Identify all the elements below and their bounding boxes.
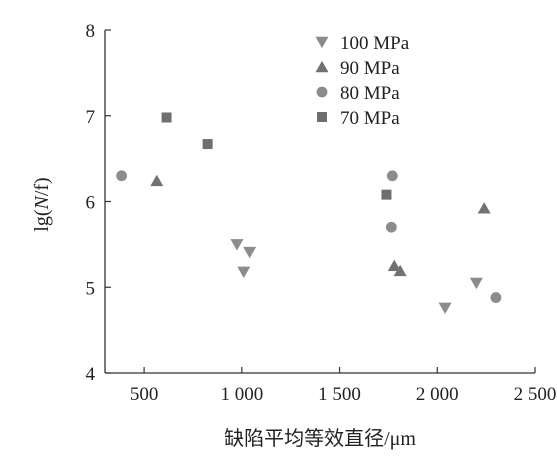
- legend-marker-square: [317, 112, 327, 122]
- legend-marker-circle: [316, 86, 328, 98]
- x-axis-ticks: 500 1 000 1 500 2 000 2 500: [130, 367, 557, 405]
- y-axis-title-part: /f): [31, 177, 53, 196]
- x-axis-title: 缺陷平均等效直径/μm: [224, 427, 416, 450]
- plot-area: [104, 30, 535, 374]
- legend: 100 MPa 90 MPa 80 MPa 70 MPa: [315, 33, 410, 129]
- data-point-triangle-down: [469, 277, 483, 290]
- x-tick-label: 2 000: [416, 384, 459, 405]
- x-tick-label: 500: [130, 384, 159, 405]
- y-tick-label: 6: [86, 193, 96, 214]
- x-tick-label: 1 000: [220, 384, 263, 405]
- legend-label: 70 MPa: [340, 108, 400, 129]
- data-point-triangle-down: [237, 266, 251, 278]
- data-point-triangle-up: [387, 259, 401, 272]
- data-point-square: [381, 189, 392, 200]
- y-tick-label: 4: [86, 364, 96, 385]
- data-point-triangle-up: [150, 174, 164, 187]
- data-point-circle: [385, 221, 397, 233]
- data-point-circle: [386, 170, 398, 182]
- data-point-triangle-down: [230, 239, 244, 251]
- data-point-triangle-down: [438, 302, 452, 315]
- data-point-triangle-up: [477, 202, 491, 214]
- data-point-triangle-up: [393, 264, 407, 277]
- y-tick-label: 5: [86, 278, 96, 299]
- legend-label: 100 MPa: [340, 33, 410, 54]
- y-axis-title: lg(N/f): [31, 177, 53, 231]
- x-tick-label: 1 500: [318, 384, 361, 405]
- legend-label: 90 MPa: [340, 58, 400, 79]
- data-point-square: [161, 112, 172, 123]
- y-tick-label: 8: [86, 21, 96, 42]
- data-point-square: [202, 139, 213, 150]
- data-point-circle: [490, 292, 502, 303]
- data-point-circle: [116, 170, 128, 182]
- y-axis-title-part: N: [31, 195, 53, 211]
- x-tick-label: 2 500: [514, 384, 557, 405]
- legend-marker-triangle-up: [315, 60, 329, 73]
- data-points: [116, 112, 502, 315]
- legend-marker-triangle-down: [315, 36, 329, 49]
- legend-label: 80 MPa: [340, 83, 400, 104]
- data-point-triangle-down: [243, 246, 257, 259]
- y-axis-ticks: 4 5 6 7 8: [86, 21, 111, 385]
- y-tick-label: 7: [86, 107, 96, 128]
- y-axis-title-part: lg(: [31, 209, 53, 232]
